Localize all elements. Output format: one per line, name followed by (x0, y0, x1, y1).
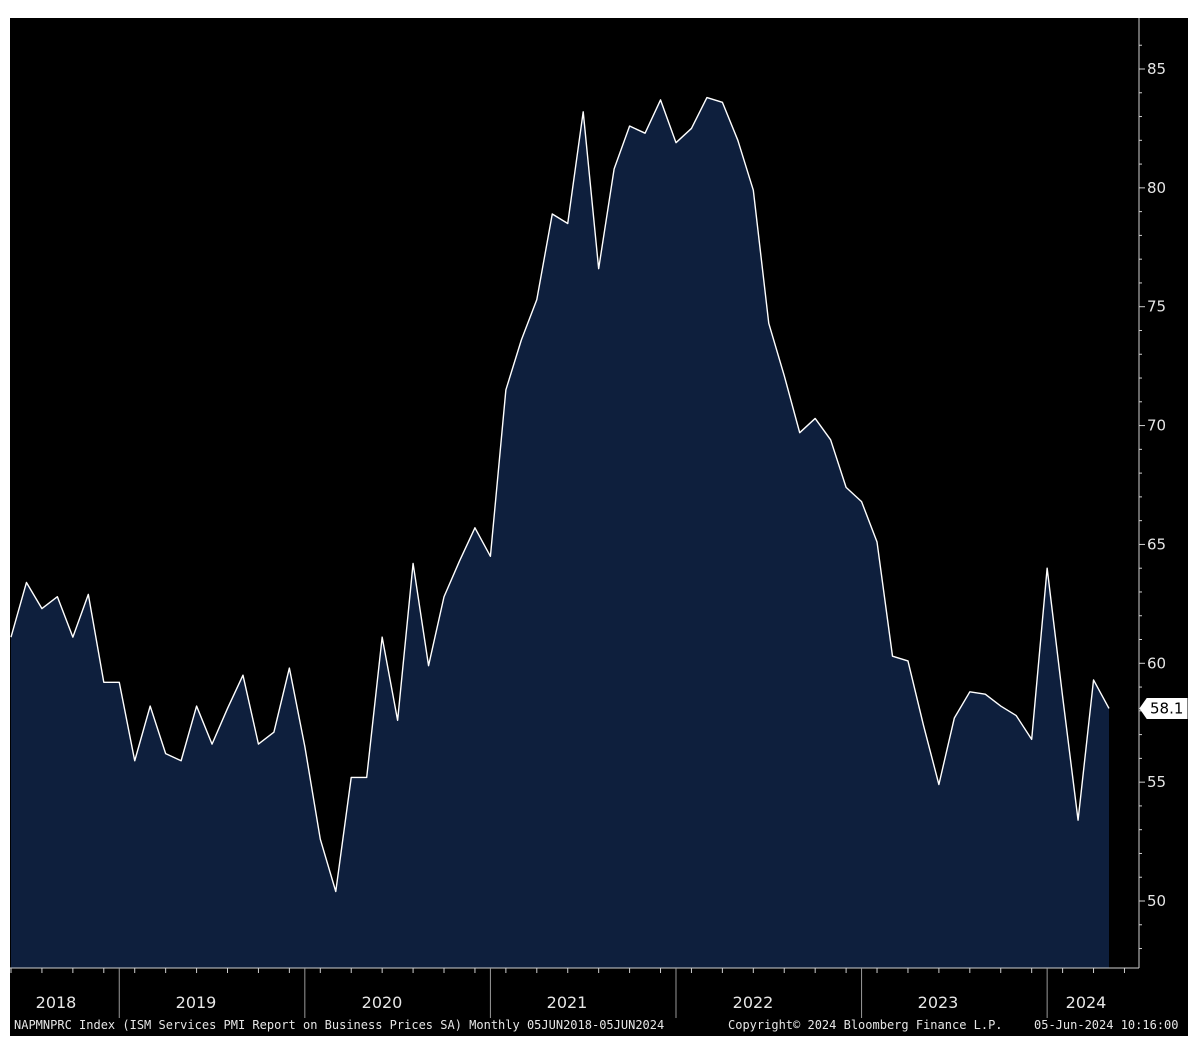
x-tick-label: 2018 (36, 993, 77, 1012)
chart-window: 50 55 60 65 70 75 80 85 58.1 2018 2019 2020 2021 2022… (10, 18, 1188, 1036)
y-tick-label: 70 (1147, 417, 1166, 435)
series-info-label: NAPMNPRC Index (ISM Services PMI Report … (14, 1018, 665, 1032)
x-tick-label: 2024 (1066, 993, 1107, 1012)
y-tick-label: 65 (1147, 535, 1166, 553)
x-tick-label: 2022 (733, 993, 774, 1012)
last-value-label: 58.1 (1150, 699, 1183, 717)
series-area (11, 97, 1109, 968)
chart: 50 55 60 65 70 75 80 85 58.1 2018 2019 2020 2021 2022… (10, 18, 1188, 1018)
copyright-label: Copyright© 2024 Bloomberg Finance L.P. (728, 1018, 1003, 1032)
x-tick-label: 2019 (176, 993, 217, 1012)
y-tick-label: 50 (1147, 892, 1166, 910)
timestamp-label: 05-Jun-2024 10:16:00 (1034, 1018, 1179, 1032)
y-tick-label: 75 (1147, 298, 1166, 316)
y-tick-label: 60 (1147, 654, 1166, 672)
x-tick-label: 2021 (547, 993, 588, 1012)
y-tick-label: 80 (1147, 179, 1166, 197)
series-line (10, 96, 1110, 893)
x-tick-label: 2023 (918, 993, 959, 1012)
y-tick-label: 85 (1147, 60, 1166, 78)
x-tick-label: 2020 (362, 993, 403, 1012)
last-value-marker (1139, 697, 1188, 719)
y-tick-label: 55 (1147, 773, 1166, 791)
